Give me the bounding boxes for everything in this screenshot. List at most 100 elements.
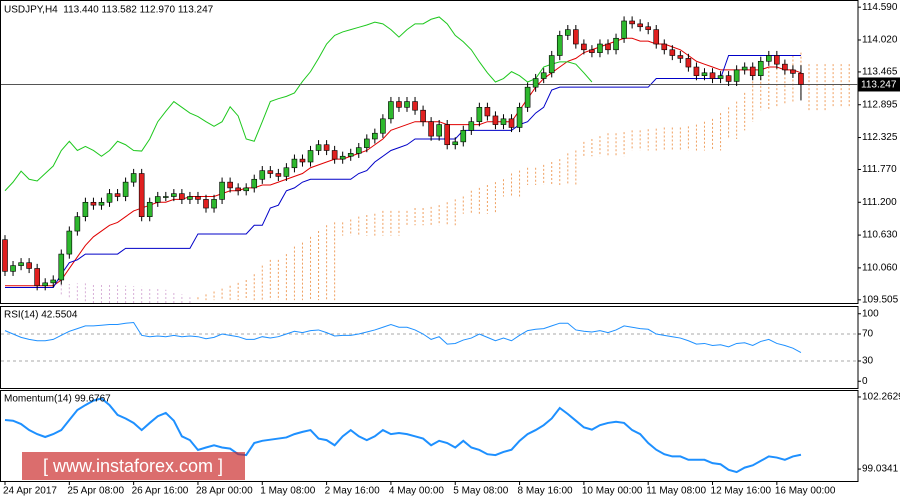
candle-body (211, 199, 217, 209)
candle-body (283, 167, 290, 177)
candle-body (388, 101, 394, 120)
candle-body (380, 118, 386, 134)
candle-body (765, 55, 772, 62)
candle-body (436, 124, 442, 137)
candle-body (782, 63, 788, 71)
candle-body (733, 69, 740, 82)
indicator-line (4, 397, 802, 474)
candle-body (275, 173, 282, 177)
candle-body (227, 181, 233, 189)
candle-body (669, 49, 676, 56)
candle-body (661, 43, 668, 51)
candle-body (597, 43, 603, 53)
candle-body (500, 118, 507, 125)
x-tick-label: 24 Apr 2017 (3, 486, 57, 497)
indicator-line (4, 16, 593, 192)
candle-body (58, 253, 65, 281)
candle-body (709, 72, 716, 79)
candle-body (404, 101, 410, 108)
candle-body (444, 124, 451, 146)
y-tick-label: 111.770 (862, 164, 897, 175)
x-tick-label: 12 May 16:00 (711, 486, 772, 497)
candle-body (171, 193, 177, 197)
candle-body (259, 170, 266, 180)
candle-body (323, 144, 330, 151)
y-tick-label: 0 (862, 376, 868, 387)
candle-body (749, 66, 756, 76)
y-tick-label: 110.630 (862, 230, 898, 241)
price-panel (0, 0, 859, 304)
y-tick-label: 112.325 (862, 132, 898, 143)
y-tick-label: 70 (862, 329, 874, 340)
candle-body (492, 115, 499, 125)
price-label: 113.247 (861, 80, 897, 91)
candle-body (573, 29, 579, 45)
y-tick-label: 114.020 (862, 35, 898, 46)
candle-body (203, 199, 209, 209)
candle-body (82, 201, 89, 217)
candle-body (645, 26, 652, 30)
candle-body (637, 23, 643, 28)
candle-body (146, 201, 153, 217)
x-tick-label: 2 May 16:00 (325, 486, 380, 497)
y-tick-label: 99.0341 (862, 464, 899, 475)
candle-body (452, 141, 459, 146)
y-tick-label: 110.060 (862, 263, 898, 274)
candle-body (18, 262, 24, 266)
candle-body (122, 181, 129, 197)
candle-body (363, 138, 370, 148)
y-tick-label: 113.465 (862, 67, 898, 78)
price-label-box (858, 77, 900, 92)
candle-body (10, 265, 16, 272)
panel-title: Momentum(14) 99.6767 (4, 394, 111, 405)
y-tick-label: 100 (862, 308, 879, 319)
candle-body (50, 279, 57, 284)
candle-body (235, 187, 241, 192)
candle-body (291, 158, 298, 169)
candle-body (741, 66, 748, 71)
candle-body (468, 121, 475, 131)
candle-body (347, 153, 354, 157)
candle-body (163, 196, 169, 198)
candle-body (508, 118, 515, 128)
candle-body (106, 193, 113, 203)
candle-body (420, 109, 426, 123)
x-tick-label: 4 May 00:00 (389, 486, 444, 497)
candle-body (621, 20, 627, 39)
x-tick-label: 28 Apr 00:00 (196, 486, 253, 497)
y-tick-label: 109.505 (862, 294, 899, 305)
candle-body (412, 101, 418, 111)
candle-body (2, 239, 8, 272)
candle-body (653, 29, 660, 45)
candle-body (315, 144, 322, 151)
x-tick-label: 11 May 08:00 (646, 486, 706, 497)
panel-title: USDJPY,H4 113.440 113.582 112.970 113.24… (4, 5, 214, 16)
y-tick-label: 114.590 (862, 2, 898, 13)
candle-body (556, 35, 563, 56)
candle-body (685, 58, 692, 68)
x-tick-label: 16 May 00:00 (775, 486, 836, 497)
y-tick-label: 102.2629 (862, 392, 900, 403)
candle-body (701, 72, 708, 76)
watermark: [ www.instaforex.com ] (43, 456, 223, 476)
x-tick-label: 1 May 08:00 (260, 486, 315, 497)
candle-body (548, 55, 555, 74)
x-tick-label: 8 May 16:00 (518, 486, 573, 497)
candle-body (717, 75, 724, 79)
candle-body (476, 107, 483, 123)
candle-body (484, 107, 491, 117)
candle-body (42, 282, 49, 287)
candle-body (138, 173, 145, 217)
candle-body (396, 101, 402, 108)
candle-body (774, 55, 780, 65)
candle-body (677, 55, 684, 59)
candle-body (428, 121, 434, 137)
candle-body (605, 43, 611, 51)
x-tick-label: 26 Apr 16:00 (132, 486, 189, 497)
candle-body (299, 158, 306, 163)
candle-body (267, 170, 274, 174)
candle-body (532, 78, 539, 88)
candle-body (90, 201, 97, 206)
